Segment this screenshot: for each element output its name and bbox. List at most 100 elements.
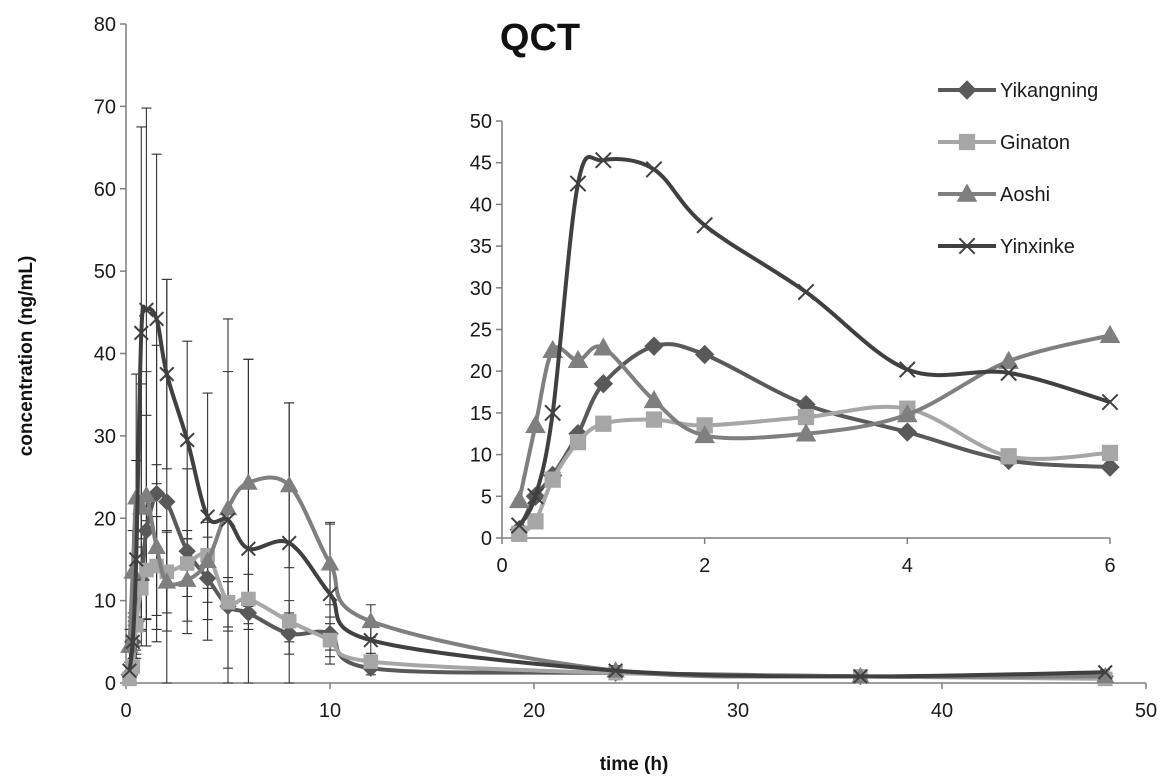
data-point-aoshi [361,611,381,629]
legend-label-yinxinke: Yinxinke [1000,236,1075,258]
y-tick-label: 70 [94,96,116,118]
data-point-yinxinke [121,663,137,679]
y-tick-label: 10 [470,445,492,467]
data-point-yinxinke [527,487,544,505]
series-line-ginaton [127,551,1106,681]
series-line-yikangning [127,489,1106,679]
x-tick-label: 10 [319,700,341,722]
y-tick-label: 20 [470,361,492,383]
x-tick-label: 2 [699,555,710,577]
data-point-yinxinke [898,361,916,378]
y-tick-label: 60 [94,179,116,201]
data-point-ginaton [1101,444,1119,462]
data-point-yinxinke [363,632,379,648]
x-tick-label: 20 [523,700,545,722]
data-point-yinxinke [220,512,236,528]
y-tick-label: 50 [470,111,492,133]
data-point-ginaton [595,415,612,432]
data-point-ginaton [1000,448,1017,465]
data-point-yikangning [1100,457,1120,477]
x-tick-label: 50 [1135,700,1157,722]
data-point-yikangning [280,624,298,643]
y-tick-label: 50 [94,261,116,283]
data-point-yinxinke [645,161,663,178]
data-point-ginaton [322,632,338,648]
data-point-yinxinke [149,311,165,327]
series-line-yikangning [517,342,1111,531]
data-point-yinxinke [608,663,624,679]
data-point-yikangning [158,493,176,511]
data-point-yinxinke [696,216,714,234]
y-tick-label: 0 [105,673,116,695]
data-point-aoshi [137,485,156,503]
data-point-yinxinke [128,551,144,567]
legend-marker-yinxinke [958,237,976,255]
chart-title: QCT [500,17,580,59]
y-tick-label: 40 [470,194,492,216]
y-tick-label: 5 [481,486,492,508]
y-tick-label: 45 [470,153,492,175]
data-point-aoshi [508,490,530,509]
data-point-aoshi [157,572,177,589]
data-point-yinxinke [281,535,297,551]
series-line-aoshi [517,333,1111,501]
y-tick-label: 15 [470,403,492,425]
data-point-ginaton [569,433,587,451]
data-point-ginaton [241,591,256,607]
x-axis-title: time (h) [600,754,669,775]
error-bar [243,358,254,684]
data-point-ginaton [179,556,195,571]
data-point-yinxinke [1000,364,1018,382]
data-point-aoshi [694,424,715,444]
data-point-ginaton [511,525,528,542]
y-tick-label: 20 [94,508,116,530]
data-point-aoshi [198,551,217,568]
data-point-aoshi [239,473,258,490]
x-tick-label: 4 [902,555,913,577]
data-point-yikangning [644,336,664,356]
data-point-aoshi [998,350,1019,369]
data-point-ginaton [645,411,663,428]
data-point-aoshi [1099,324,1121,344]
data-point-yikangning [897,422,918,442]
data-point-yinxinke [510,517,528,534]
data-point-aoshi [897,404,918,423]
data-point-yinxinke [797,283,815,301]
data-point-aoshi [567,349,589,369]
inset-plot: 0 5 10 15 20 25 30 35 40 45 50 0 2 4 6 [470,111,1121,577]
x-tick-label: 0 [120,700,131,722]
data-point-ginaton [363,654,379,669]
data-point-yinxinke [133,325,149,341]
data-point-yinxinke [852,668,868,684]
data-point-aoshi [320,554,340,571]
legend-label-aoshi: Aoshi [1000,184,1050,206]
y-axis-title: concentration (ng/mL) [16,256,37,457]
x-tick-label: 30 [727,700,749,722]
data-point-ginaton [544,471,561,488]
legend: Yikangning Ginaton Aoshi Yinxinke [938,80,1098,258]
data-point-yinxinke [159,366,175,382]
data-point-ginaton [797,408,815,426]
series-line-aoshi [127,475,1106,679]
series-line-yinxinke [517,155,1111,527]
data-point-aoshi [795,423,817,442]
series-line-yinxinke [127,304,1106,679]
data-point-aoshi [593,337,614,356]
data-point-aoshi [525,414,546,434]
data-point-yinxinke [240,541,256,557]
y-tick-label: 10 [94,591,116,613]
x-tick-label: 40 [931,700,953,722]
data-point-aoshi [279,475,299,493]
data-point-yinxinke [544,404,562,422]
data-point-yinxinke [1097,664,1113,680]
data-point-yikangning [694,344,715,365]
data-point-aoshi [177,570,197,587]
legend-marker-ginaton [958,133,976,151]
data-point-yinxinke [125,634,141,650]
data-point-aoshi [643,389,665,409]
data-point-yinxinke [569,175,587,192]
data-point-aoshi [218,498,238,516]
y-tick-label: 80 [94,14,116,36]
